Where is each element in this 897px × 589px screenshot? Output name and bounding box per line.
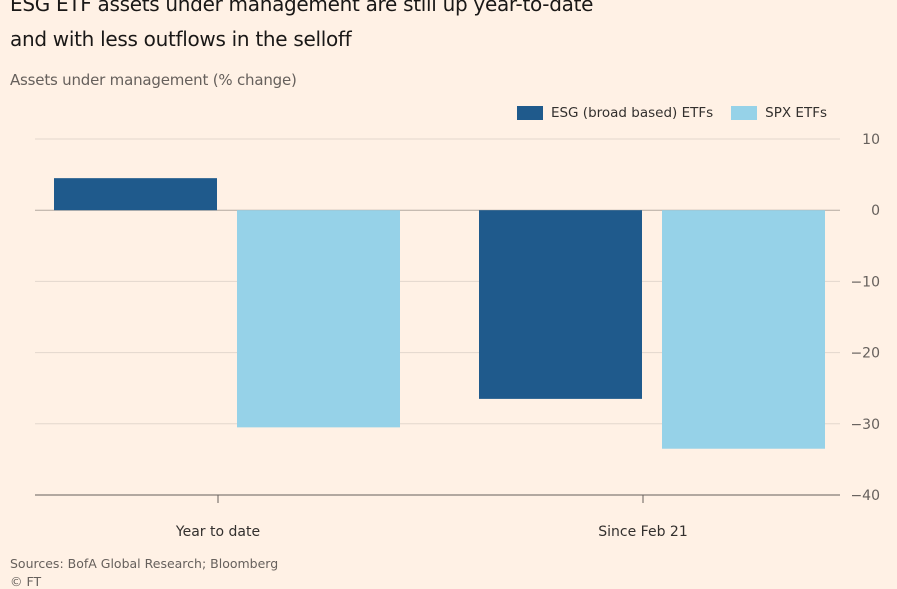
legend: ESG (broad based) ETFs SPX ETFs [516, 105, 827, 121]
y-tick-label: −20 [850, 346, 880, 362]
y-tick-label: 0 [871, 203, 880, 219]
bar-spx [662, 210, 825, 449]
chart-title-line2: and with less outflows in the selloff [10, 27, 352, 51]
y-tick-label: −40 [850, 488, 880, 504]
bar-spx [237, 210, 400, 428]
y-tick-label: −30 [850, 417, 880, 433]
y-tick-label: 10 [862, 132, 880, 148]
bar-esg [54, 178, 217, 211]
legend-swatch-spx [731, 106, 758, 120]
legend-label-spx: SPX ETFs [765, 105, 827, 121]
legend-label-esg: ESG (broad based) ETFs [550, 105, 714, 121]
y-tick-label: −10 [850, 274, 880, 290]
source-note: Sources: BofA Global Research; Bloomberg [10, 556, 279, 571]
legend-item-spx: SPX ETFs [731, 105, 827, 121]
legend-swatch-esg [516, 106, 543, 120]
y-axis-label: Assets under management (% change) [10, 71, 297, 89]
chart-title-line1: ESG ETF assets under management are stil… [10, 0, 594, 16]
x-tick-label: Year to date [175, 524, 260, 540]
legend-item-esg: ESG (broad based) ETFs [516, 105, 714, 121]
bar-esg [479, 210, 642, 399]
x-tick-label: Since Feb 21 [598, 524, 687, 540]
copyright: © FT [10, 574, 42, 589]
